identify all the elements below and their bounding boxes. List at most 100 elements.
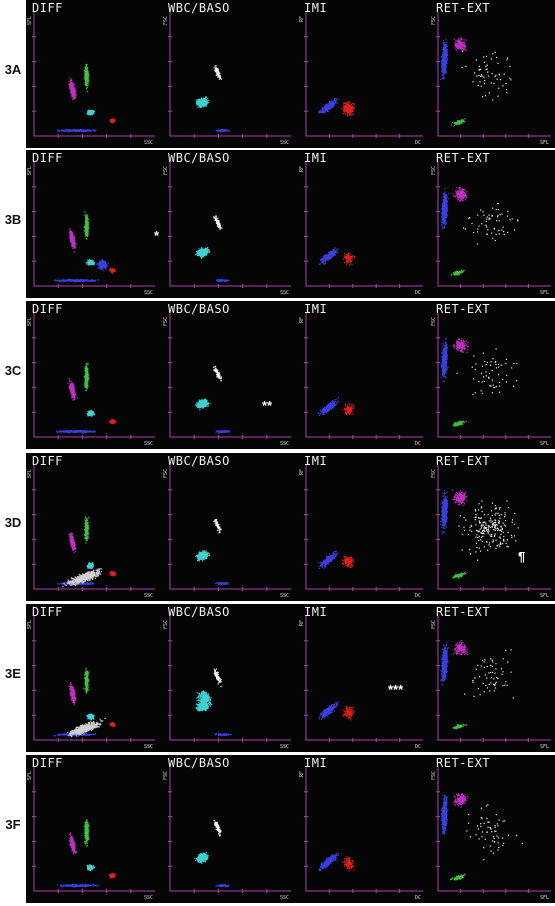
scatter-canvas <box>32 12 155 138</box>
event-cluster <box>86 562 94 569</box>
annotation-marker: * <box>154 228 160 243</box>
plot-axes <box>437 12 551 137</box>
event-cluster <box>449 873 466 881</box>
scatter-canvas <box>304 162 423 288</box>
event-cluster <box>95 259 109 271</box>
event-cluster <box>343 403 355 416</box>
scatter-canvas <box>32 162 155 288</box>
plot-axes <box>33 465 155 590</box>
scatter-plot-ret-ext: RET-EXT FSC SFL <box>430 301 555 449</box>
x-axis-label: SSC <box>279 140 289 146</box>
x-axis-label: SFL <box>539 140 549 146</box>
event-cluster <box>439 641 449 685</box>
x-axis-label: DC <box>414 895 421 901</box>
event-cluster <box>456 348 518 396</box>
plot-axes <box>437 616 551 741</box>
scatter-plot-diff: DIFF SFL SSC <box>26 604 159 752</box>
event-cluster <box>195 398 211 411</box>
plot-axes <box>437 767 551 892</box>
scatter-plot-imi: IMI RF DC <box>298 150 427 298</box>
annotation-marker: ** <box>262 398 273 413</box>
scatter-plot-ret-ext: RET-EXT FSC SFL <box>430 453 555 601</box>
y-axis-label: FSC <box>431 620 437 630</box>
plot-title: DIFF <box>32 1 63 15</box>
plot-title: DIFF <box>32 756 63 770</box>
event-cluster <box>109 721 116 728</box>
x-axis-label: SSC <box>279 593 289 599</box>
plot-title: IMI <box>304 756 328 770</box>
y-axis-label: FSC <box>163 317 169 327</box>
event-cluster <box>86 864 96 872</box>
x-axis-label: SSC <box>143 290 153 296</box>
y-axis-label: FSC <box>163 469 169 479</box>
plot-axes <box>305 465 423 590</box>
event-cluster <box>453 793 469 808</box>
x-axis-label: DC <box>414 290 421 296</box>
x-axis-label: SSC <box>143 441 153 447</box>
event-cluster <box>452 639 468 656</box>
event-cluster <box>68 77 77 100</box>
scatter-canvas <box>436 616 551 742</box>
x-axis-label: SSC <box>279 895 289 901</box>
scatter-canvas <box>168 12 291 138</box>
event-cluster <box>452 338 469 353</box>
event-cluster <box>215 582 229 586</box>
plot-axes <box>305 162 423 287</box>
x-axis-label: DC <box>414 593 421 599</box>
scatter-plot-wbc-baso: WBC/BASO FSC SSC <box>162 301 295 449</box>
event-cluster <box>68 682 77 706</box>
event-cluster <box>341 101 355 117</box>
plot-title: WBC/BASO <box>168 1 230 15</box>
scatter-plot-ret-ext: RET-EXT FSC SFL <box>430 0 555 148</box>
plot-title: WBC/BASO <box>168 756 230 770</box>
event-cluster <box>215 883 230 888</box>
plot-title: DIFF <box>32 151 63 165</box>
plot-axes <box>169 465 291 590</box>
event-cluster <box>57 128 97 133</box>
annotation-marker: ¶ <box>518 549 526 564</box>
panel-row: DIFF SFL SSC WBC/BASO FSC SSC IMI RF DC RET-EXT FS… <box>26 453 555 601</box>
x-axis-label: SFL <box>539 744 549 750</box>
annotation-marker: *** <box>388 682 404 697</box>
row-label: 3A <box>4 62 22 77</box>
plot-title: RET-EXT <box>436 454 491 468</box>
y-axis-label: SFL <box>27 771 33 781</box>
event-cluster <box>56 883 100 888</box>
scatter-plot-wbc-baso: WBC/BASO FSC SSC <box>162 755 295 903</box>
scatter-plot-diff: DIFF SFL SSC <box>26 0 159 148</box>
plot-axes <box>437 313 551 438</box>
plot-title: IMI <box>304 302 328 316</box>
scatter-plot-imi: IMI RF DC <box>298 604 427 752</box>
plot-title: WBC/BASO <box>168 151 230 165</box>
event-cluster <box>440 490 449 535</box>
scatter-plot-imi: IMI RF DC <box>298 301 427 449</box>
y-axis-label: RF <box>299 16 305 23</box>
scatter-plot-ret-ext: RET-EXT FSC SFL <box>430 150 555 298</box>
event-cluster <box>342 252 356 266</box>
x-axis-label: SSC <box>143 593 153 599</box>
plot-title: IMI <box>304 1 328 15</box>
plot-axes <box>169 767 291 892</box>
plot-axes <box>169 313 291 438</box>
event-cluster <box>108 268 116 274</box>
event-cluster <box>318 247 339 265</box>
x-axis-label: SSC <box>143 744 153 750</box>
y-axis-label: RF <box>299 620 305 627</box>
event-cluster <box>318 550 339 570</box>
scatter-canvas <box>436 313 551 439</box>
event-cluster <box>109 418 117 424</box>
y-axis-label: FSC <box>163 771 169 781</box>
event-cluster <box>452 420 467 427</box>
plot-axes <box>169 616 291 741</box>
scatter-plot-imi: IMI RF DC <box>298 755 427 903</box>
scatter-canvas <box>436 465 551 591</box>
plot-axes <box>305 313 423 438</box>
plot-axes <box>169 12 291 137</box>
event-cluster <box>195 550 210 562</box>
plot-axes <box>33 767 155 892</box>
y-axis-label: FSC <box>163 166 169 176</box>
event-cluster <box>341 856 355 872</box>
panel-row: DIFF SFL SSC WBC/BASO FSC SSC IMI RF DC RET-EXT FS… <box>26 301 555 449</box>
plot-title: DIFF <box>32 605 63 619</box>
event-cluster <box>213 65 223 80</box>
